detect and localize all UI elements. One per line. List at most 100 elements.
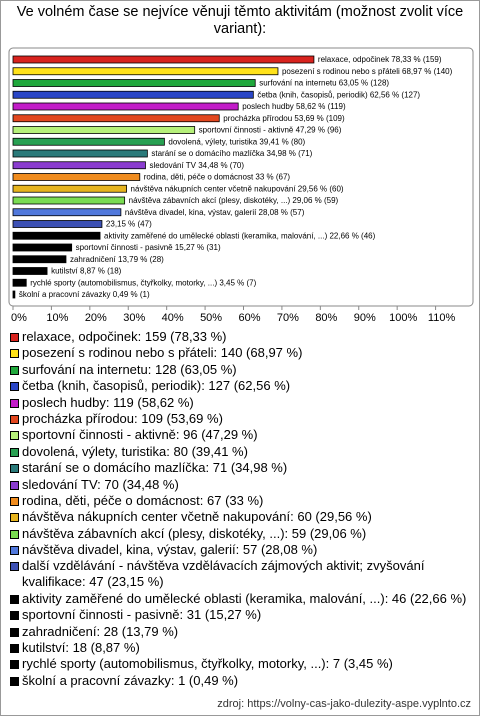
bar <box>12 278 27 287</box>
x-tick-label: 70% <box>277 312 299 324</box>
value-label: poslech hudby 58,62 % (119) <box>242 102 346 111</box>
legend-entry: dovolená, výlety, turistika: 80 (39,41 %… <box>9 444 471 460</box>
bar <box>12 255 67 264</box>
x-tick-label: 50% <box>200 312 222 324</box>
plot-frame <box>8 47 474 307</box>
x-tick-label: 90% <box>354 312 376 324</box>
chart: 0% 10% 20% 30% 40% 50% 60% 70% 80% 90% 100% 110% rel… <box>8 47 474 324</box>
value-label: rodina, děti, péče o domácnost 33 % (67) <box>144 173 291 182</box>
legend-label: návštěva nákupních center včetně nakupov… <box>22 509 372 525</box>
bar <box>12 173 141 181</box>
legend-entry: sledování TV: 70 (34,48 %) <box>9 477 471 493</box>
source: zdroj: https://volny-cas-jako-dulezity-a… <box>217 698 471 710</box>
legend-entry: starání se o domácího mazlíčka: 71 (34,9… <box>9 460 471 476</box>
legend-entry: sportovní činnosti - aktivně: 96 (47,29 … <box>9 427 471 443</box>
value-label: surfování na internetu 63,05 % (128) <box>259 79 389 88</box>
legend-swatch <box>10 644 19 654</box>
x-tick-label: 0% <box>11 312 27 324</box>
legend-swatch <box>10 676 19 686</box>
legend-entry: poslech hudby: 119 (58,62 %) <box>9 395 471 411</box>
bar <box>12 126 196 134</box>
legend-label: poslech hudby: 119 (58,62 %) <box>22 394 194 410</box>
chart-title: Ve volném čase se nejvíce věnuji těmto a… <box>16 4 464 37</box>
legend-label: aktivity zaměřené do umělecké oblasti (k… <box>22 590 467 606</box>
bar <box>12 161 146 170</box>
legend-entry: rychlé sporty (automobilismus, čtyřkolky… <box>9 656 471 672</box>
legend-entry: relaxace, odpočinek: 159 (78,33 %) <box>9 329 471 345</box>
value-label: dovolená, výlety, turistika 39,41 % (80) <box>168 137 305 146</box>
legend-entry: zahradničení: 28 (13,79 %) <box>9 624 471 640</box>
legend-swatch <box>10 562 19 572</box>
value-label: sledování TV 34,48 % (70) <box>149 161 244 170</box>
bar <box>12 114 220 123</box>
bar <box>12 184 127 193</box>
value-label: 23,15 % (47) <box>106 220 152 229</box>
legend-swatch <box>10 349 19 359</box>
value-label: sportovní činnosti - aktivně 47,29 % (96… <box>199 126 342 135</box>
value-label: četba (knih, časopisů, periodik) 62,56 %… <box>257 90 420 99</box>
legend-swatch <box>10 529 19 539</box>
legend-swatch <box>10 480 19 490</box>
value-label: návštěva nákupních center včetně nakupov… <box>131 184 344 193</box>
legend-entry: posezení s rodinou nebo s přáteli: 140 (… <box>9 345 471 361</box>
bar <box>12 220 103 228</box>
x-tick-label: 40% <box>162 312 184 324</box>
legend-label: surfování na internetu: 128 (63,05 %) <box>22 361 237 377</box>
x-tick-label: 30% <box>123 312 145 324</box>
legend-swatch <box>10 546 19 556</box>
value-label: relaxace, odpočinek 78,33 % (159) <box>318 55 442 64</box>
legend-entry: kutilství: 18 (8,87 %) <box>9 640 471 656</box>
value-label: procházka přírodou 53,69 % (109) <box>223 114 345 123</box>
legend-label: relaxace, odpočinek: 159 (78,33 %) <box>22 329 227 344</box>
legend-label: sportovní činnosti - aktivně: 96 (47,29 … <box>22 427 258 443</box>
x-tick-label: 110% <box>428 312 456 324</box>
bar <box>12 55 315 64</box>
legend-entry: sportovní činnosti - pasivně: 31 (15,27 … <box>9 607 471 623</box>
value-label: školní a pracovní závazky 0,49 % (1) <box>19 290 150 299</box>
legend-swatch <box>10 398 19 408</box>
bar <box>12 290 16 299</box>
x-tick-label: 60% <box>238 312 260 324</box>
legend-label: sportovní činnosti - pasivně: 31 (15,27 … <box>22 607 262 623</box>
legend-entry: surfování na internetu: 128 (63,05 %) <box>9 362 471 378</box>
x-tick-label: 10% <box>46 312 68 324</box>
legend-label: procházka přírodou: 109 (53,69 %) <box>22 410 223 426</box>
bar <box>12 267 48 275</box>
legend-swatch <box>10 611 19 621</box>
bar <box>12 196 126 205</box>
legend-swatch <box>10 464 19 474</box>
value-label: návštěva divadel, kina, výstav, galerií … <box>125 208 305 217</box>
legend-label: dovolená, výlety, turistika: 80 (39,41 %… <box>22 443 248 459</box>
legend-swatch <box>10 365 19 375</box>
value-label: aktivity zaměřené do umělecké oblasti (k… <box>104 231 376 240</box>
legend-label: další vzdělávání - návštěva vzdělávacích… <box>22 558 425 590</box>
value-label: starání se o domácího mazlíčka 34,98 % (… <box>151 149 312 158</box>
legend-swatch <box>10 513 19 523</box>
value-label: sportovní činnosti - pasivně 15,27 % (31… <box>76 243 221 252</box>
legend-swatch <box>10 496 19 506</box>
legend-entry: četba (knih, časopisů, periodik): 127 (6… <box>9 378 471 394</box>
legend-swatch <box>10 660 19 670</box>
legend-entry: návštěva zábavních akcí (plesy, diskoték… <box>9 526 471 542</box>
legend-label: návštěva zábavních akcí (plesy, diskoték… <box>22 525 367 541</box>
x-tick-label: 100% <box>389 312 417 324</box>
bar <box>12 149 148 158</box>
legend-swatch <box>10 333 19 342</box>
legend-label: návštěva divadel, kina, výstav, galerií:… <box>22 542 318 558</box>
bar <box>12 79 256 87</box>
legend: relaxace, odpočinek: 159 (78,33 %) poseze… <box>9 329 471 689</box>
bar <box>12 102 239 111</box>
legend-label: rychlé sporty (automobilismus, čtyřkolky… <box>22 656 393 672</box>
legend-label: sledování TV: 70 (34,48 %) <box>22 476 179 492</box>
legend-label: starání se o domácího mazlíčka: 71 (34,9… <box>22 460 288 476</box>
value-label: zahradničení 13,79 % (28) <box>70 255 164 264</box>
bar <box>12 243 73 252</box>
legend-swatch <box>10 594 19 604</box>
value-label: návštěva zábavních akcí (plesy, diskoték… <box>129 196 339 205</box>
legend-entry: aktivity zaměřené do umělecké oblasti (k… <box>9 591 471 607</box>
x-tick-label: 20% <box>85 312 107 324</box>
value-label: rychlé sporty (automobilismus, čtyřkolky… <box>30 278 256 287</box>
legend-entry: návštěva nákupních center včetně nakupov… <box>9 509 471 525</box>
legend-label: rodina, děti, péče o domácnost: 67 (33 %… <box>22 492 264 508</box>
bar <box>12 90 254 99</box>
